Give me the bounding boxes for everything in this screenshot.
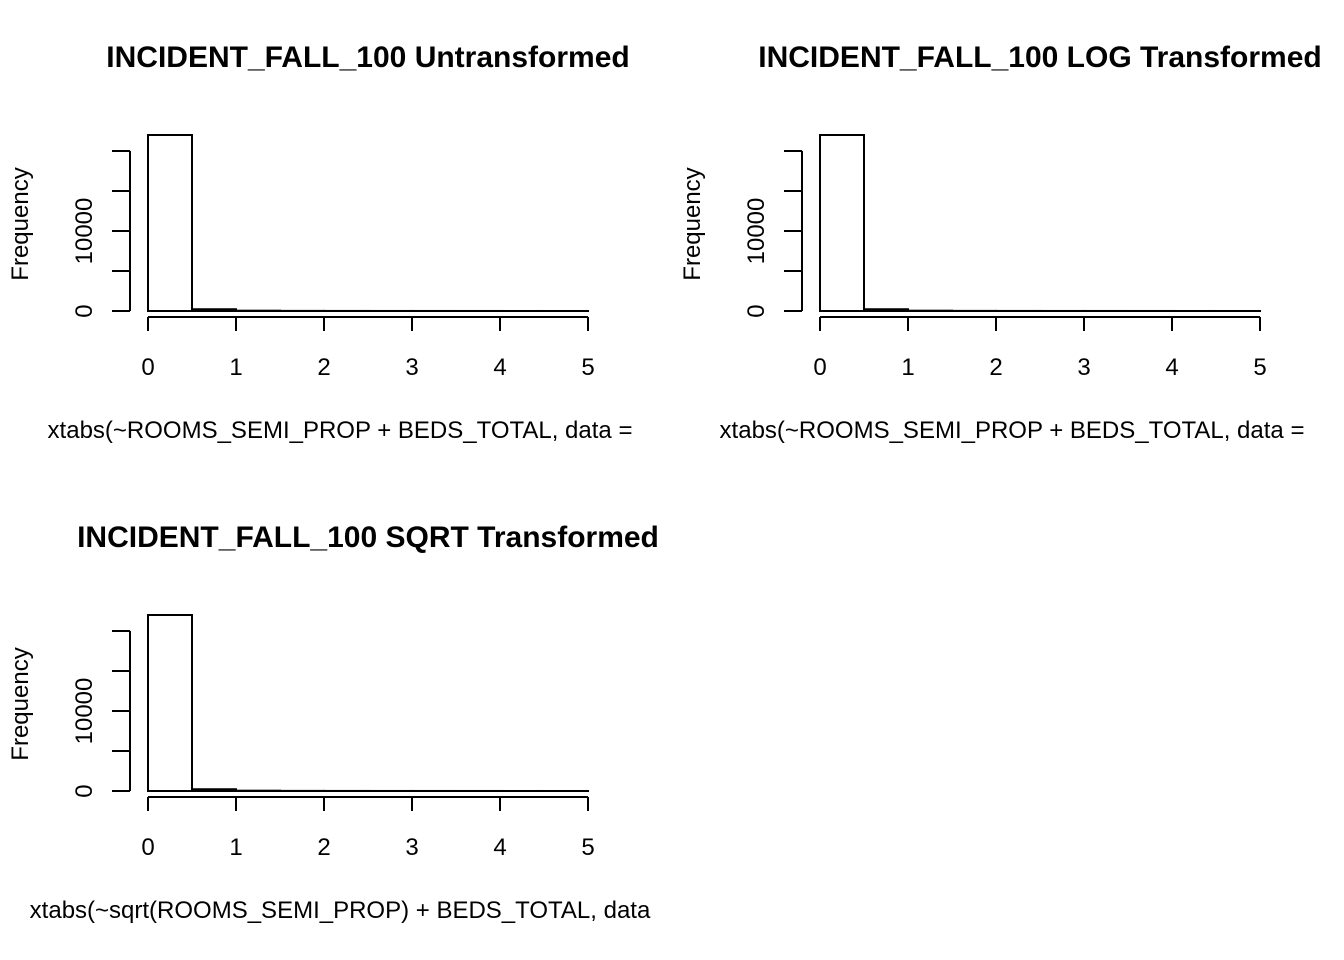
- x-tick-label: 2: [317, 834, 330, 861]
- x-axis-label: xtabs(~sqrt(ROOMS_SEMI_PROP) + BEDS_TOTA…: [30, 897, 651, 924]
- x-tick-label: 3: [405, 354, 418, 381]
- histogram-bar: [863, 308, 909, 312]
- x-tick-label: 3: [1077, 354, 1090, 381]
- x-tick-label: 2: [317, 354, 330, 381]
- y-tick-label: 0: [743, 304, 770, 317]
- histogram-bar: [191, 308, 237, 312]
- y-tick-label: 0: [71, 784, 98, 797]
- histogram-panel-2: INCIDENT_FALL_100 LOG Transformed 0 1 2 3 4 5 0…: [679, 41, 1322, 444]
- histogram-bar: [191, 788, 237, 792]
- histogram-panel-3: INCIDENT_FALL_100 SQRT Transformed 0 1 2 3 4 5…: [7, 521, 659, 924]
- chart-title: INCIDENT_FALL_100 Untransformed: [106, 41, 629, 74]
- x-tick-label: 4: [1165, 354, 1178, 381]
- y-tick-label: 10000: [71, 678, 98, 745]
- x-tick-label: 1: [229, 834, 242, 861]
- y-axis-label: Frequency: [7, 167, 34, 280]
- x-tick-label: 0: [141, 354, 154, 381]
- x-tick-label: 5: [581, 354, 594, 381]
- y-tick-label: 10000: [71, 198, 98, 265]
- x-tick-label: 4: [493, 834, 506, 861]
- x-axis-label: xtabs(~ROOMS_SEMI_PROP + BEDS_TOTAL, dat…: [720, 417, 1305, 444]
- x-tick-label: 3: [405, 834, 418, 861]
- histogram-bar: [147, 614, 193, 792]
- y-axis-label: Frequency: [7, 647, 34, 760]
- x-tick-label: 2: [989, 354, 1002, 381]
- histogram-panel-1: INCIDENT_FALL_100 Untransformed 0 1 2 3 4 5 0 10…: [7, 41, 632, 444]
- x-tick-label: 5: [1253, 354, 1266, 381]
- x-tick-label: 1: [229, 354, 242, 381]
- chart-title: INCIDENT_FALL_100 SQRT Transformed: [77, 521, 659, 554]
- chart-title: INCIDENT_FALL_100 LOG Transformed: [758, 41, 1321, 74]
- x-tick-label: 0: [813, 354, 826, 381]
- histogram-bar: [819, 134, 865, 312]
- x-axis-label: xtabs(~ROOMS_SEMI_PROP + BEDS_TOTAL, dat…: [48, 417, 633, 444]
- x-tick-label: 0: [141, 834, 154, 861]
- x-tick-label: 5: [581, 834, 594, 861]
- histogram-bar: [147, 134, 193, 312]
- y-axis-label: Frequency: [679, 167, 706, 280]
- x-tick-label: 1: [901, 354, 914, 381]
- y-tick-label: 10000: [743, 198, 770, 265]
- y-tick-label: 0: [71, 304, 98, 317]
- x-tick-label: 4: [493, 354, 506, 381]
